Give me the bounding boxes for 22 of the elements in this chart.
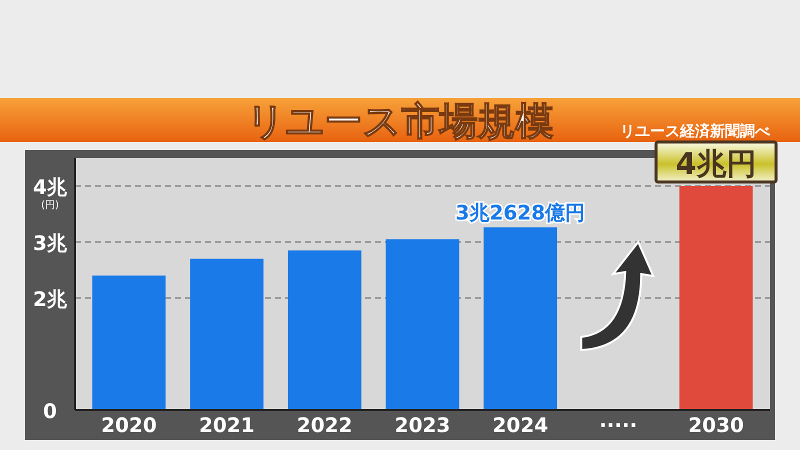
x-tick-label: 2023: [394, 413, 450, 437]
bar: [190, 258, 264, 410]
bar: [288, 250, 362, 410]
chart-title: リユース市場規模: [246, 99, 554, 143]
x-tick-label: 2021: [198, 413, 255, 437]
bar: [386, 239, 460, 410]
bar: [92, 276, 166, 410]
x-tick-label: 2020: [101, 413, 157, 437]
x-tick-label: 2030: [688, 413, 744, 437]
x-tick-label: 2024: [492, 413, 548, 437]
bar: [679, 186, 753, 410]
data-label: 4兆円: [676, 147, 757, 182]
y-tick-label: 4兆: [33, 175, 68, 199]
y-tick-label: 3兆: [33, 231, 68, 255]
y-tick-label: 0: [43, 399, 57, 423]
y-axis-title: (円): [41, 200, 59, 211]
x-tick-label: ·····: [599, 413, 638, 437]
data-label: 3兆2628億円: [456, 200, 586, 224]
x-tick-label: 2022: [296, 413, 352, 437]
text: リユース経済新聞調べ: [620, 122, 771, 140]
bar: [484, 227, 558, 410]
y-tick-label: 2兆: [33, 287, 68, 311]
